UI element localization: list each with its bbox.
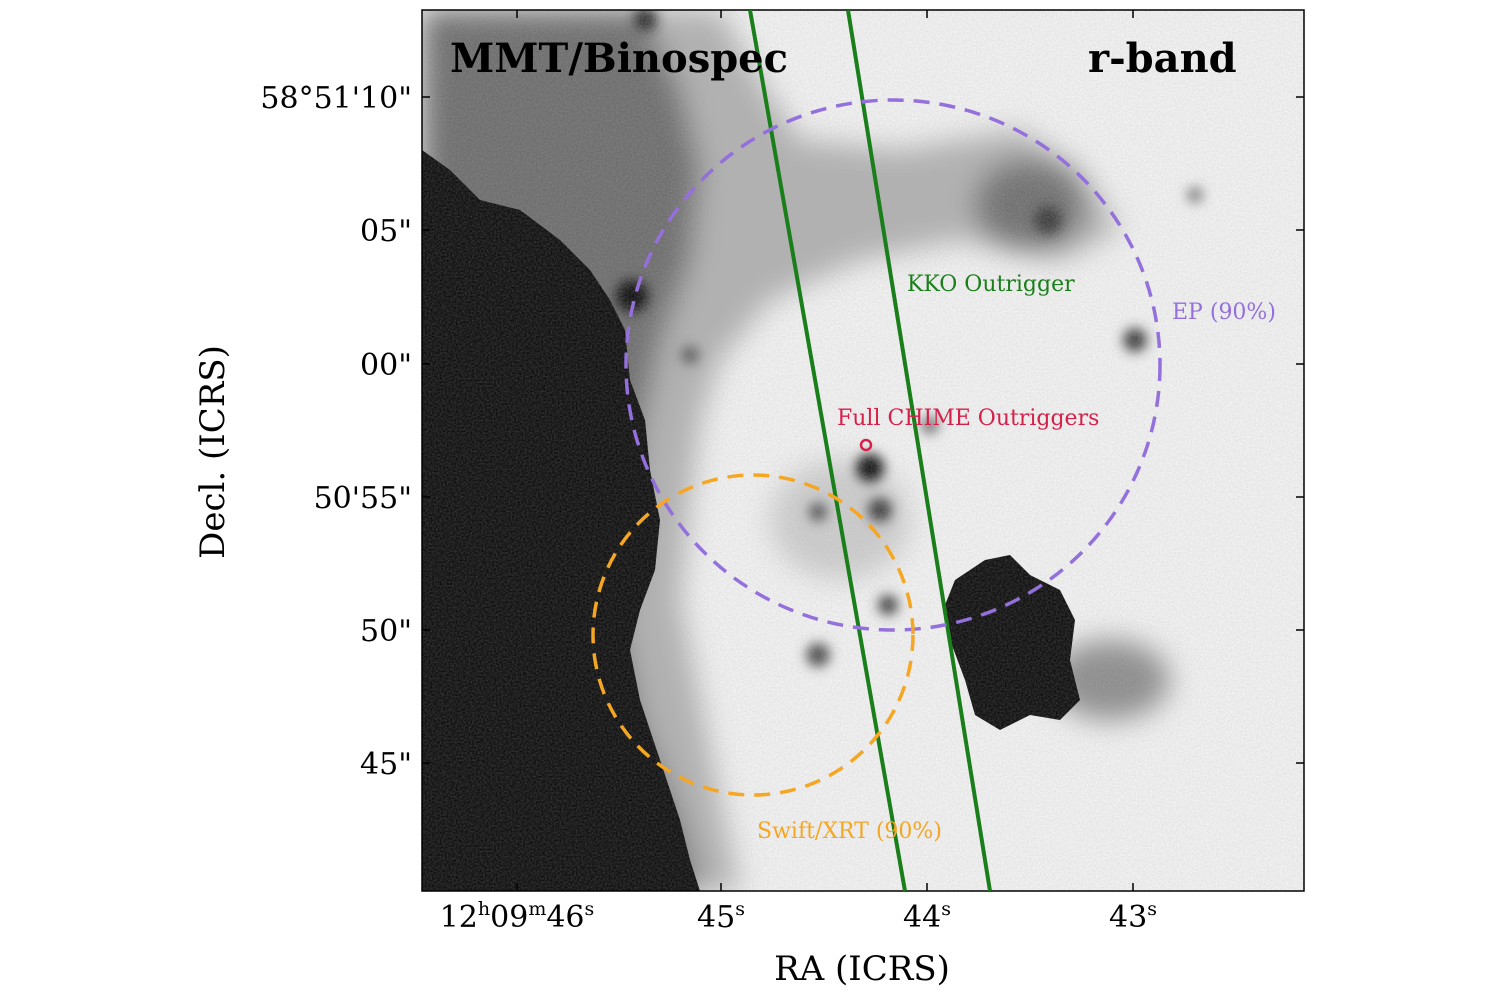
kko-outrigger-label: KKO Outrigger <box>907 272 1075 297</box>
chime-outriggers-marker <box>859 438 873 452</box>
y-axis-label: Decl. (ICRS) <box>193 345 233 559</box>
kko-outrigger-left-line <box>748 10 907 891</box>
y-tick-label: 50" <box>360 614 412 649</box>
x-axis-ticks <box>516 10 1134 891</box>
y-tick-label: 45" <box>360 747 412 782</box>
localization-overlays <box>591 10 1162 891</box>
y-tick-label: 05" <box>360 214 412 249</box>
y-axis-ticks <box>422 96 1304 764</box>
x-tick-label: 45s <box>697 898 745 935</box>
ep-90-label: EP (90%) <box>1172 300 1276 325</box>
band-label: r-band <box>1088 35 1237 82</box>
y-tick-label: 00" <box>360 348 412 383</box>
x-tick-label: 43s <box>1109 898 1157 935</box>
x-tick-label: 12h09m46s <box>440 898 595 935</box>
x-tick-label: 44s <box>903 898 951 935</box>
swift-xrt-90-circle <box>591 473 915 797</box>
swift-xrt-90-label: Swift/XRT (90%) <box>757 819 942 844</box>
x-axis-label: RA (ICRS) <box>774 949 950 989</box>
y-axis-tick-labels: 58°51'10" 05" 00" 50'55" 50" 45" <box>260 81 412 782</box>
image-frame <box>421 9 1305 892</box>
ep-90-circle <box>624 98 1162 632</box>
chime-outriggers-label: Full CHIME Outriggers <box>837 406 1099 431</box>
kko-outrigger-right-line <box>846 10 992 891</box>
sky-image <box>422 10 1304 891</box>
y-tick-label: 50'55" <box>314 481 412 516</box>
y-tick-label: 58°51'10" <box>260 81 412 116</box>
instrument-label: MMT/Binospec <box>450 35 788 82</box>
x-axis-tick-labels: 12h09m46s 45s 44s 43s <box>440 898 1157 935</box>
